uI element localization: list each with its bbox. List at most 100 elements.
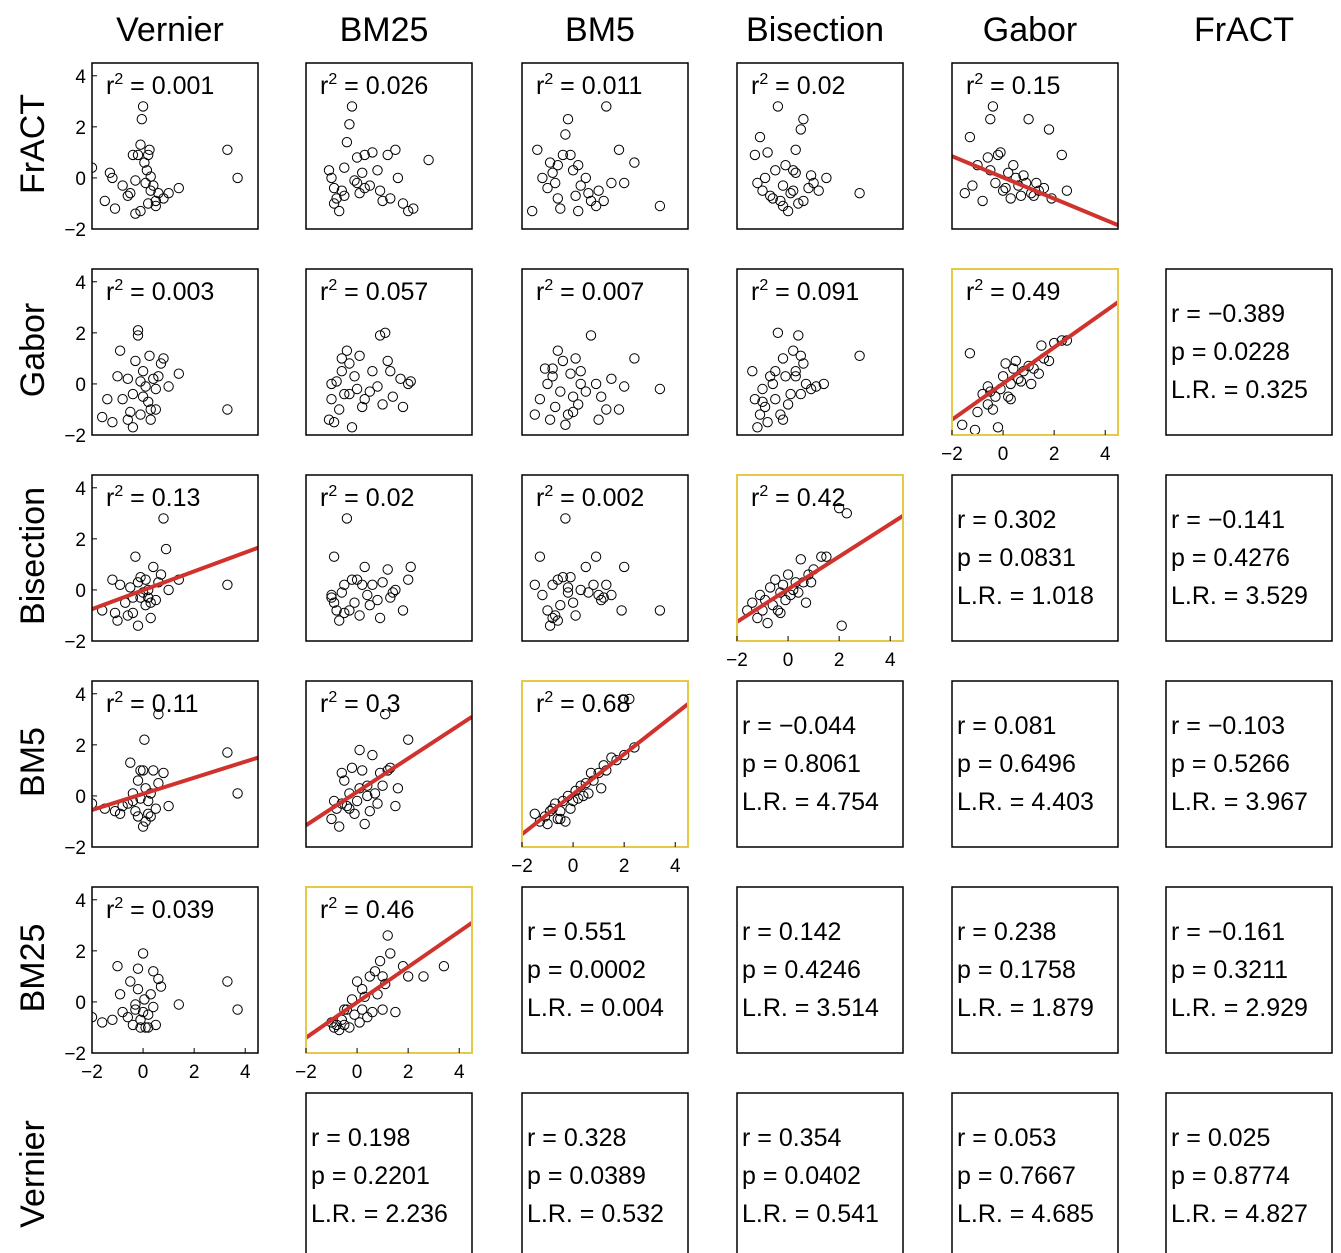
stats-box-frame bbox=[1165, 268, 1333, 436]
scatter-point bbox=[818, 378, 829, 390]
scatter-point bbox=[382, 149, 393, 161]
r-squared-value: = 0.3 bbox=[337, 690, 400, 718]
p-value: p = 0.8061 bbox=[742, 750, 861, 778]
likelihood-ratio: L.R. = 3.514 bbox=[742, 994, 879, 1022]
scatter-point bbox=[613, 144, 625, 156]
scatter-point bbox=[125, 582, 136, 593]
scatter-point bbox=[619, 561, 630, 573]
scatter-point bbox=[995, 147, 1006, 158]
scatter-point bbox=[141, 165, 153, 176]
y-tick-label: 4 bbox=[75, 479, 86, 500]
scatter-point bbox=[560, 419, 571, 430]
scatter-point bbox=[357, 765, 368, 776]
scatter-point bbox=[127, 607, 139, 619]
p-value: p = 0.4246 bbox=[742, 956, 861, 984]
scatter-point bbox=[795, 388, 806, 400]
scatter-point bbox=[364, 806, 375, 817]
scatter-point bbox=[537, 172, 548, 184]
x-tick-label: 2 bbox=[1049, 444, 1060, 465]
scatter-point bbox=[790, 371, 801, 382]
y-tick-label: −2 bbox=[64, 1044, 86, 1065]
r-squared-label: r2 = 0.68 bbox=[536, 689, 630, 718]
scatter-point bbox=[1010, 355, 1021, 367]
scatter-point bbox=[364, 386, 375, 397]
scatter-point bbox=[354, 188, 365, 199]
scatter-point bbox=[122, 373, 134, 384]
x-tick-label: 4 bbox=[454, 1062, 465, 1083]
r-squared-value: = 0.002 bbox=[553, 484, 644, 512]
regression-line bbox=[92, 755, 258, 812]
scatter-point bbox=[1061, 185, 1073, 196]
scatter-point bbox=[606, 589, 617, 601]
scatter-point bbox=[336, 353, 347, 364]
scatter-point bbox=[583, 188, 594, 199]
scatter-point bbox=[357, 984, 368, 995]
scatter-point bbox=[590, 551, 602, 562]
row-header: Bisection bbox=[14, 487, 52, 625]
scatter-point bbox=[601, 101, 612, 112]
scatter-point bbox=[580, 778, 591, 789]
y-tick-label: 0 bbox=[75, 169, 86, 190]
scatter-point bbox=[163, 800, 174, 812]
stats-box-frame bbox=[951, 886, 1119, 1054]
scatter-point bbox=[562, 582, 574, 593]
scatter-point bbox=[575, 180, 586, 191]
panel-frame bbox=[521, 62, 689, 230]
scatter-point bbox=[575, 584, 586, 596]
x-tick-label: 2 bbox=[189, 1062, 200, 1083]
scatter-point bbox=[132, 577, 144, 588]
scatter-point bbox=[1015, 190, 1027, 202]
scatter-point bbox=[109, 203, 121, 214]
scatter-point bbox=[573, 205, 584, 217]
scatter-point bbox=[122, 414, 134, 425]
diagonal-panel-frame bbox=[951, 268, 1119, 436]
scatter-point bbox=[362, 589, 373, 601]
scatter-point bbox=[611, 755, 622, 766]
scatter-point bbox=[155, 358, 167, 369]
scatter-point bbox=[754, 589, 766, 601]
y-tick-label: 4 bbox=[75, 685, 86, 706]
scatter-point bbox=[775, 195, 786, 207]
scatter-point bbox=[1033, 368, 1045, 379]
y-tick-label: 0 bbox=[75, 787, 86, 808]
scatter-point bbox=[344, 388, 355, 400]
r-squared-value: = 0.46 bbox=[337, 896, 414, 924]
scatter-point bbox=[1005, 193, 1016, 204]
scatter-point bbox=[390, 800, 401, 812]
x-tick-label: 2 bbox=[619, 856, 630, 877]
scatter-point bbox=[777, 579, 789, 590]
r-squared-label: r2 = 0.091 bbox=[751, 277, 859, 306]
scatter-point bbox=[132, 963, 144, 974]
scatter-point bbox=[339, 775, 350, 786]
stats-box-frame bbox=[736, 886, 904, 1054]
scatter-point bbox=[132, 811, 144, 822]
stats-box-frame bbox=[951, 474, 1119, 642]
scatter-point bbox=[125, 188, 136, 199]
scatter-point bbox=[580, 561, 591, 573]
regression-line bbox=[306, 921, 472, 1040]
scatter-point bbox=[145, 597, 156, 608]
scatter-point bbox=[232, 1004, 243, 1015]
y-tick-label: 0 bbox=[75, 375, 86, 396]
scatter-point bbox=[397, 401, 409, 413]
scatter-point bbox=[800, 378, 812, 390]
scatter-point bbox=[777, 414, 789, 425]
scatter-point bbox=[390, 1006, 401, 1018]
scatter-point bbox=[557, 572, 569, 583]
scatter-point bbox=[557, 355, 569, 367]
scatter-point bbox=[757, 185, 768, 196]
scatter-point bbox=[354, 350, 365, 361]
scatter-point bbox=[619, 177, 630, 189]
scatter-point bbox=[552, 160, 563, 171]
r-squared-label: r2 = 0.42 bbox=[751, 483, 845, 512]
scatter-point bbox=[114, 345, 126, 356]
scatter-point bbox=[334, 205, 345, 217]
scatter-point bbox=[629, 353, 640, 364]
scatter-point bbox=[567, 597, 579, 608]
scatter-point bbox=[97, 411, 108, 423]
scatter-point bbox=[967, 180, 978, 191]
panel-frame bbox=[91, 680, 259, 848]
scatter-point bbox=[788, 165, 799, 176]
scatter-point bbox=[754, 409, 766, 420]
panel-frame bbox=[91, 268, 259, 436]
